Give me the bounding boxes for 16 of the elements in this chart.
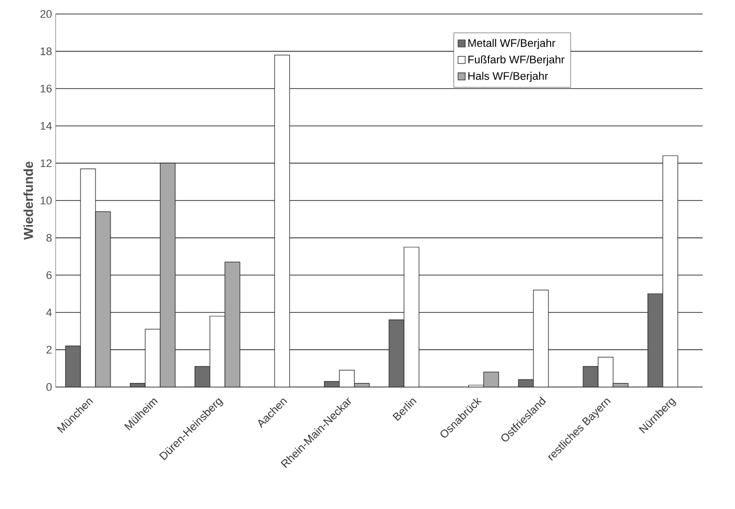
y-tick-label: 8 bbox=[46, 234, 52, 242]
legend-label: Fußfarb WF/Berjahr bbox=[468, 55, 564, 66]
y-tick-label: 6 bbox=[46, 271, 52, 279]
y-tick-label: 12 bbox=[40, 159, 52, 168]
y-tick-label: 4 bbox=[46, 308, 52, 316]
legend-label: Hals WF/Berjahr bbox=[468, 72, 548, 82]
bar bbox=[274, 54, 290, 388]
y-tick-label: 14 bbox=[40, 122, 52, 130]
y-tick-label: 10 bbox=[40, 196, 52, 204]
y-tick-label: 20 bbox=[40, 10, 52, 18]
y-tick-label: 2 bbox=[46, 346, 52, 354]
y-tick-label: 18 bbox=[40, 47, 52, 56]
y-tick-label: 0 bbox=[46, 383, 52, 391]
y-axis-title: Wiederfunde bbox=[23, 162, 34, 240]
y-tick-label: 16 bbox=[40, 84, 52, 92]
legend-label: Metall WF/Berjahr bbox=[468, 38, 556, 50]
